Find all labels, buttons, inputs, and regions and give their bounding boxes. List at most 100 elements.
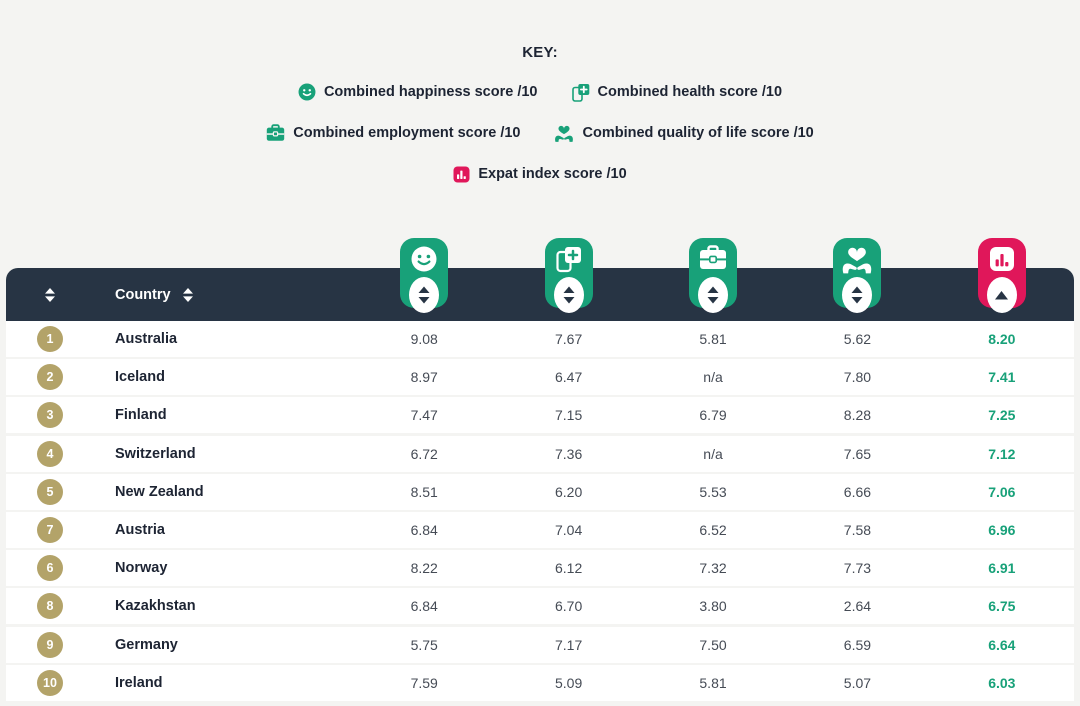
rank-sort-icon[interactable] bbox=[44, 287, 56, 303]
expat-index-score: 7.25 bbox=[988, 407, 1016, 424]
country-name: Norway bbox=[115, 560, 168, 577]
table-row: 8 Kazakhstan 6.84 6.70 3.80 2.64 6.75 bbox=[6, 588, 1074, 625]
table-row: 4 Switzerland 6.72 7.36 n/a 7.65 7.12 bbox=[6, 435, 1074, 472]
key-item-label: Combined employment score /10 bbox=[293, 125, 521, 141]
country-name: Germany bbox=[115, 636, 178, 653]
country-sort-icon[interactable] bbox=[182, 287, 194, 303]
employment-score: 5.81 bbox=[699, 674, 727, 691]
employment-score: 7.50 bbox=[699, 636, 727, 653]
happiness-column-header bbox=[352, 238, 496, 321]
country-name: Ireland bbox=[115, 674, 163, 691]
quality-of-life-score: 6.59 bbox=[843, 636, 872, 653]
employment-score: 3.80 bbox=[699, 598, 727, 615]
employment-score: n/a bbox=[703, 369, 723, 386]
employment-score: 5.81 bbox=[699, 331, 727, 347]
key-line-2: Combined employment score /10 Combined q… bbox=[0, 123, 1080, 143]
health-score: 7.04 bbox=[554, 521, 583, 538]
quality-of-life-score: 5.62 bbox=[843, 331, 872, 347]
rank-badge: 2 bbox=[37, 364, 63, 391]
expat-index-score: 6.64 bbox=[988, 636, 1016, 653]
quality-of-life-score: 5.07 bbox=[843, 674, 872, 691]
rank-cell: 7 bbox=[6, 516, 94, 543]
key-line-3: Expat index score /10 bbox=[0, 164, 1080, 184]
health-score: 6.47 bbox=[554, 369, 583, 386]
rank-cell: 8 bbox=[6, 593, 94, 620]
happiness-sort-button[interactable] bbox=[409, 277, 440, 313]
health-score: 6.70 bbox=[554, 598, 583, 615]
expat-index-score: 8.20 bbox=[988, 331, 1016, 347]
country-name: Finland bbox=[115, 407, 167, 424]
rank-cell: 5 bbox=[6, 478, 94, 505]
table-row: 9 Germany 5.75 7.17 7.50 6.59 6.64 bbox=[6, 626, 1074, 663]
health-score: 6.20 bbox=[554, 483, 583, 500]
rank-badge: 7 bbox=[37, 516, 63, 543]
rank-cell: 6 bbox=[6, 555, 94, 582]
expat-index-icon bbox=[987, 245, 1017, 308]
key-item-label: Combined health score /10 bbox=[597, 84, 783, 100]
happiness-icon bbox=[298, 83, 316, 101]
rank-badge: 10 bbox=[37, 669, 63, 696]
expat-index-score: 6.75 bbox=[988, 598, 1016, 615]
expat-index-score: 7.12 bbox=[988, 445, 1016, 462]
rank-column-header bbox=[6, 287, 94, 303]
happiness-score: 8.51 bbox=[410, 483, 438, 500]
key-line-1: Combined happiness score /10 Combined he… bbox=[0, 82, 1080, 102]
table-row: 6 Norway 8.22 6.12 7.32 7.73 6.91 bbox=[6, 550, 1074, 587]
employment-column-header bbox=[641, 238, 785, 321]
quality-of-life-score: 8.28 bbox=[843, 407, 872, 424]
health-icon bbox=[555, 245, 583, 308]
expat-index-score: 6.03 bbox=[988, 674, 1016, 691]
rank-cell: 4 bbox=[6, 440, 94, 467]
country-name: New Zealand bbox=[115, 483, 204, 500]
table-row: 7 Austria 6.84 7.04 6.52 7.58 6.96 bbox=[6, 511, 1074, 548]
happiness-badge bbox=[400, 238, 449, 313]
key-title: KEY: bbox=[522, 44, 558, 61]
country-name: Australia bbox=[115, 331, 178, 347]
expat-index-score: 7.41 bbox=[988, 369, 1016, 386]
employment-score: 7.32 bbox=[699, 560, 727, 577]
table-body: 1 Australia 9.08 7.67 5.81 5.62 8.20 2 I… bbox=[6, 321, 1074, 701]
quality-of-life-column-header bbox=[785, 238, 929, 321]
employment-score: 6.52 bbox=[699, 521, 727, 538]
happiness-score: 8.22 bbox=[410, 560, 438, 577]
rank-badge: 6 bbox=[37, 555, 63, 582]
expat-index-score: 7.06 bbox=[988, 483, 1016, 500]
table-row: 3 Finland 7.47 7.15 6.79 8.28 7.25 bbox=[6, 397, 1074, 434]
quality-of-life-score: 7.80 bbox=[843, 369, 872, 386]
health-column-header bbox=[496, 238, 640, 321]
expat-index-score: 6.91 bbox=[988, 560, 1016, 577]
quality-of-life-score: 2.64 bbox=[843, 598, 872, 615]
employment-icon bbox=[266, 124, 285, 142]
table-row: 2 Iceland 8.97 6.47 n/a 7.80 7.41 bbox=[6, 359, 1074, 396]
happiness-score: 5.75 bbox=[410, 636, 438, 653]
happiness-icon bbox=[409, 245, 439, 308]
rank-badge: 1 bbox=[37, 326, 63, 352]
rank-cell: 9 bbox=[6, 631, 94, 658]
rank-badge: 8 bbox=[37, 593, 63, 620]
quality-of-life-icon bbox=[554, 124, 574, 143]
happiness-score: 6.84 bbox=[410, 521, 438, 538]
expat-index-sort-button[interactable] bbox=[986, 277, 1017, 313]
health-score: 7.15 bbox=[554, 407, 583, 424]
table-row: 1 Australia 9.08 7.67 5.81 5.62 8.20 bbox=[6, 321, 1074, 357]
happiness-score: 6.72 bbox=[410, 445, 438, 462]
employment-sort-button[interactable] bbox=[698, 277, 729, 313]
country-column-header[interactable]: Country bbox=[94, 287, 352, 303]
happiness-score: 7.47 bbox=[410, 407, 438, 424]
rank-badge: 5 bbox=[37, 478, 63, 505]
rankings-table: Country bbox=[6, 238, 1074, 701]
quality-of-life-score: 7.65 bbox=[843, 445, 872, 462]
health-sort-button[interactable] bbox=[553, 277, 584, 313]
happiness-score: 7.59 bbox=[410, 674, 438, 691]
rank-cell: 3 bbox=[6, 402, 94, 429]
employment-badge bbox=[689, 238, 738, 313]
quality-of-life-sort-button[interactable] bbox=[842, 277, 873, 313]
happiness-score: 6.84 bbox=[410, 598, 438, 615]
expat-index-badge bbox=[977, 238, 1026, 313]
employment-score: 5.53 bbox=[699, 483, 727, 500]
country-name: Iceland bbox=[115, 369, 165, 386]
employment-score: n/a bbox=[703, 445, 723, 462]
health-score: 7.17 bbox=[554, 636, 583, 653]
table-row: 5 New Zealand 8.51 6.20 5.53 6.66 7.06 bbox=[6, 473, 1074, 510]
table-row: 10 Ireland 7.59 5.09 5.81 5.07 6.03 bbox=[6, 664, 1074, 701]
